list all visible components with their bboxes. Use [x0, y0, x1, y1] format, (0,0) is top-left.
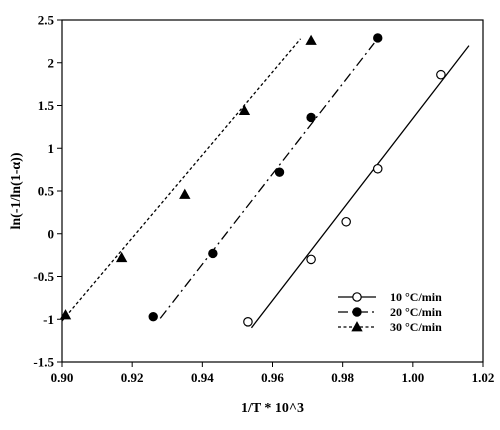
data-point-series-1	[436, 69, 446, 80]
data-point-series-2	[148, 311, 158, 322]
y-axis-label: ln(-1/ln(1-α))	[9, 152, 24, 229]
legend-label: 20 °C/min	[390, 305, 442, 319]
fit-line-series-1	[250, 45, 470, 329]
fit-line-series-3	[61, 38, 302, 322]
y-tick-label: -0.5	[33, 269, 54, 284]
x-tick-label: 0.90	[51, 370, 74, 385]
data-point-series-2	[274, 167, 285, 177]
fit-line-series-2	[159, 42, 375, 319]
legend-label: 30 °C/min	[390, 320, 442, 334]
data-point-series-2	[208, 248, 218, 259]
legend-marker	[351, 321, 363, 332]
data-point-series-3	[179, 188, 191, 199]
x-tick-label: 0.92	[121, 370, 144, 385]
y-tick-label: -1	[43, 312, 54, 327]
y-axis: -1.5 -1 -0.5 0 0.5 1 1.5 2 2.5	[33, 13, 62, 370]
data-point-series-1	[372, 163, 383, 174]
data-point-series-3	[115, 251, 128, 263]
legend-label: 10 °C/min	[390, 290, 442, 304]
x-tick-label: 0.98	[331, 370, 354, 385]
legend-marker	[352, 307, 362, 317]
x-tick-label: 1.02	[472, 370, 495, 385]
data-point-series-2	[373, 33, 383, 43]
data-point-series-3	[305, 34, 317, 45]
y-tick-label: 0.5	[38, 184, 55, 199]
data-point-series-1	[306, 254, 316, 265]
x-tick-label: 1.00	[401, 370, 424, 385]
x-axis-label: 1/T * 10^3	[241, 401, 304, 416]
y-tick-label: 0	[48, 226, 55, 241]
data-points	[59, 33, 446, 327]
y-tick-label: 1	[48, 141, 55, 156]
data-point-series-3	[59, 309, 72, 320]
x-axis: 0.90 0.92 0.94 0.96 0.98 1.00 1.02	[51, 362, 495, 385]
x-tick-label: 0.94	[191, 370, 214, 385]
data-point-series-1	[243, 317, 253, 327]
y-tick-label: 2	[48, 55, 55, 70]
x-tick-label: 0.96	[261, 370, 284, 385]
legend-marker	[352, 292, 362, 302]
y-tick-label: -1.5	[33, 355, 54, 370]
data-point-series-1	[341, 216, 351, 227]
data-point-series-3	[238, 104, 251, 116]
data-point-series-2	[306, 112, 316, 123]
y-tick-label: 2.5	[38, 13, 55, 28]
y-tick-label: 1.5	[38, 98, 55, 113]
fit-lines	[61, 38, 470, 329]
